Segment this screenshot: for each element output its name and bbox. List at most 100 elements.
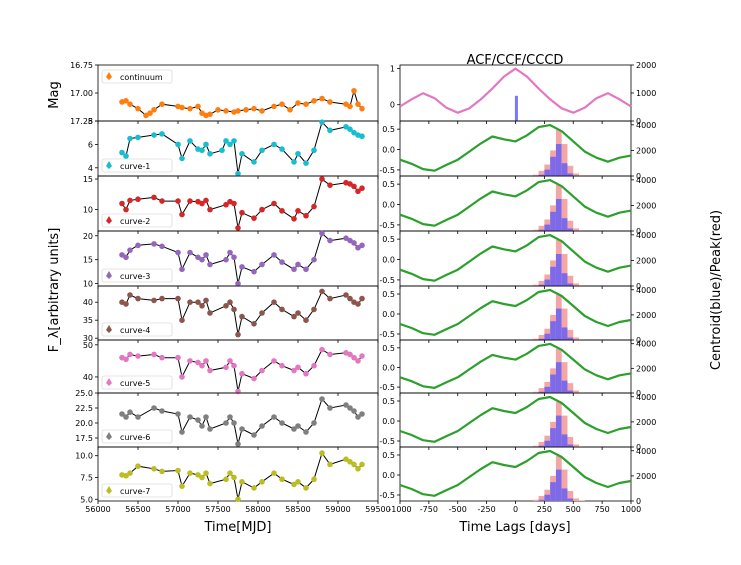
- panel-frame: [399, 120, 632, 177]
- y-tick-label: -0.5: [379, 330, 395, 339]
- x-tick-label: 56500: [125, 505, 150, 514]
- x-tick-label: 57000: [165, 505, 190, 514]
- y2-tick-label: 4000: [636, 340, 656, 349]
- y-tick-label: 22.5: [75, 404, 93, 413]
- data-point: [223, 303, 229, 309]
- peak-bar: [538, 388, 545, 393]
- peak-bar: [561, 254, 568, 286]
- y-tick-label: 0.5: [382, 397, 395, 406]
- data-point: [159, 468, 165, 475]
- y-tick-label: 0.5: [382, 290, 395, 299]
- data-point: [295, 100, 301, 106]
- data-point: [207, 150, 213, 157]
- centroid-bar: [544, 386, 551, 393]
- y-tick-label: 1: [390, 65, 395, 74]
- data-point: [199, 147, 205, 154]
- data-point: [123, 254, 129, 261]
- acf-centroid-bar: [514, 95, 518, 121]
- legend-box: [101, 158, 173, 173]
- data-point: [199, 256, 205, 263]
- data-point: [179, 211, 185, 218]
- data-point: [251, 321, 257, 327]
- data-point: [295, 150, 301, 157]
- legend-label: curve-1: [120, 162, 150, 171]
- data-point: [231, 420, 237, 426]
- data-point: [243, 107, 249, 113]
- right-acf-ccf: 01010002000-0.50.00.5020004000-0.50.00.5…: [379, 61, 656, 514]
- y-tick-label: 25.0: [75, 389, 93, 398]
- data-point: [359, 242, 365, 249]
- peak-bar: [532, 445, 539, 447]
- data-point: [351, 461, 357, 468]
- acf-line: [399, 67, 632, 114]
- ccf-line: [399, 234, 632, 282]
- y-tick-label: -0.5: [379, 221, 395, 230]
- y-tick-label: 17.25: [70, 117, 93, 126]
- centroid-bar: [544, 440, 551, 447]
- y-tick-label: 40: [83, 373, 93, 382]
- centroid-bar: [538, 229, 545, 231]
- data-point: [119, 411, 125, 417]
- data-point: [199, 362, 205, 369]
- data-point: [327, 405, 333, 411]
- data-point: [135, 463, 141, 469]
- data-point: [151, 107, 157, 113]
- panel-continuum: 16.75 17.00 17.25 continuum: [70, 61, 379, 126]
- data-point: [207, 480, 213, 487]
- data-point: [187, 198, 193, 204]
- data-point: [351, 354, 357, 361]
- y-tick-label: 0.0: [382, 256, 395, 265]
- data-point: [195, 417, 201, 423]
- data-point: [151, 132, 157, 138]
- data-point: [199, 200, 205, 207]
- peak-bar: [532, 499, 539, 501]
- data-point: [239, 313, 245, 320]
- data-point: [319, 95, 325, 102]
- data-point: [295, 364, 301, 371]
- y-tick-label: 0.0: [382, 471, 395, 480]
- data-point: [123, 356, 129, 363]
- peak-bar: [567, 165, 574, 176]
- data-point: [231, 306, 237, 313]
- y-tick-label: 0.5: [382, 180, 395, 189]
- data-point: [239, 426, 245, 432]
- data-point: [151, 465, 157, 472]
- data-point: [195, 472, 201, 478]
- centroid-bar: [567, 337, 574, 340]
- data-point: [295, 423, 301, 429]
- data-point: [159, 408, 165, 414]
- legend-marker: [106, 216, 112, 224]
- left-xlabel: Time[MJD]: [203, 520, 271, 535]
- data-point: [227, 299, 233, 306]
- peak-bar: [573, 173, 580, 176]
- data-point: [303, 317, 309, 324]
- data-point: [227, 141, 233, 148]
- data-point: [239, 479, 245, 485]
- legend-box: [101, 322, 173, 337]
- centroid-bar: [550, 482, 556, 501]
- data-point: [147, 110, 153, 116]
- y2-tick-label: 4000: [636, 447, 656, 456]
- y-tick-label: 5.0: [80, 495, 93, 504]
- y2-tick-label: 2000: [636, 201, 656, 210]
- data-point: [347, 126, 353, 132]
- legend-label: curve-7: [120, 487, 150, 496]
- x-tick-label: 500: [566, 505, 581, 514]
- data-point: [215, 107, 221, 113]
- data-point: [271, 200, 277, 207]
- data-point: [279, 101, 285, 107]
- data-point: [203, 358, 209, 364]
- data-point: [235, 225, 241, 231]
- data-point: [123, 414, 129, 420]
- centroid-bar: [567, 228, 574, 231]
- y-tick-label: 8: [88, 117, 93, 126]
- data-point: [319, 230, 325, 237]
- legend-box: [101, 429, 173, 444]
- centroid-bar: [544, 494, 551, 501]
- peak-bar: [561, 308, 568, 340]
- data-point: [251, 215, 257, 221]
- ccf-line: [399, 179, 632, 227]
- x-tick-label: -500: [449, 505, 467, 514]
- x-tick-label: 58500: [285, 505, 310, 514]
- centroid-bar: [555, 254, 562, 286]
